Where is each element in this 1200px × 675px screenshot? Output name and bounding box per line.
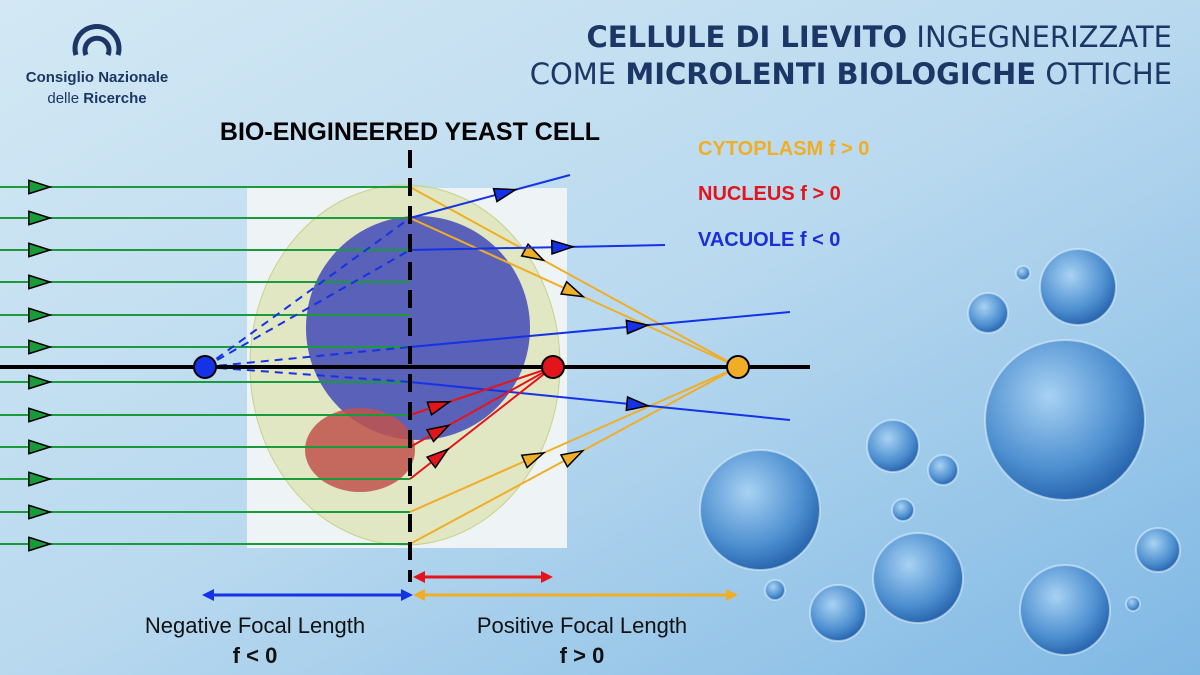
ray (550, 239, 576, 255)
title: COME MICROLENTI BIOLOGICHE OTTICHE (530, 57, 1172, 91)
ray (204, 217, 411, 368)
ray (28, 471, 53, 487)
ray (492, 187, 519, 203)
nucleus (305, 408, 415, 492)
logo (72, 23, 122, 56)
nucleus-focus (541, 355, 565, 379)
vacuole (306, 216, 530, 440)
ray (409, 381, 791, 421)
ray (426, 400, 452, 417)
ray (28, 439, 53, 455)
diagram-heading: BIO-ENGINEERED YEAST CELL (220, 118, 600, 146)
negative-formula: f < 0 (233, 643, 278, 668)
title: CELLULE DI LIEVITO INGEGNERIZZATE (587, 20, 1172, 54)
ray (520, 451, 547, 469)
ray (28, 307, 53, 323)
ray (28, 407, 53, 423)
logo-text: delle Ricerche (47, 90, 146, 107)
ray (409, 186, 739, 368)
ray (625, 395, 651, 412)
ray (559, 449, 585, 468)
legend-item: NUCLEUS f > 0 (698, 183, 841, 205)
ray (28, 179, 53, 195)
ray (409, 311, 791, 348)
positive-label: Positive Focal Length (477, 613, 687, 638)
ray (28, 210, 53, 226)
vacuole-focus (193, 355, 217, 379)
ray (409, 174, 571, 219)
ray (28, 374, 53, 390)
ray (204, 366, 411, 383)
ray (559, 280, 586, 298)
ray (28, 504, 53, 520)
ray (28, 536, 53, 552)
logo-text: Consiglio Nazionale (26, 69, 169, 86)
legend-item: VACUOLE f < 0 (698, 229, 840, 251)
ray (409, 366, 739, 513)
negative-label: Negative Focal Length (145, 613, 365, 638)
rays (0, 174, 791, 552)
ray (425, 447, 450, 469)
cytoplasm-focus (726, 355, 750, 379)
ray (28, 339, 53, 355)
ray (204, 346, 411, 368)
ray (625, 319, 651, 335)
legend-item: CYTOPLASM f > 0 (698, 138, 869, 160)
ray (204, 249, 411, 368)
bubbles (699, 248, 1181, 656)
focal-arrows (202, 571, 738, 601)
ray (28, 242, 53, 258)
ray (409, 244, 666, 251)
ray (28, 274, 53, 290)
positive-formula: f > 0 (560, 643, 605, 668)
ray (425, 424, 451, 443)
